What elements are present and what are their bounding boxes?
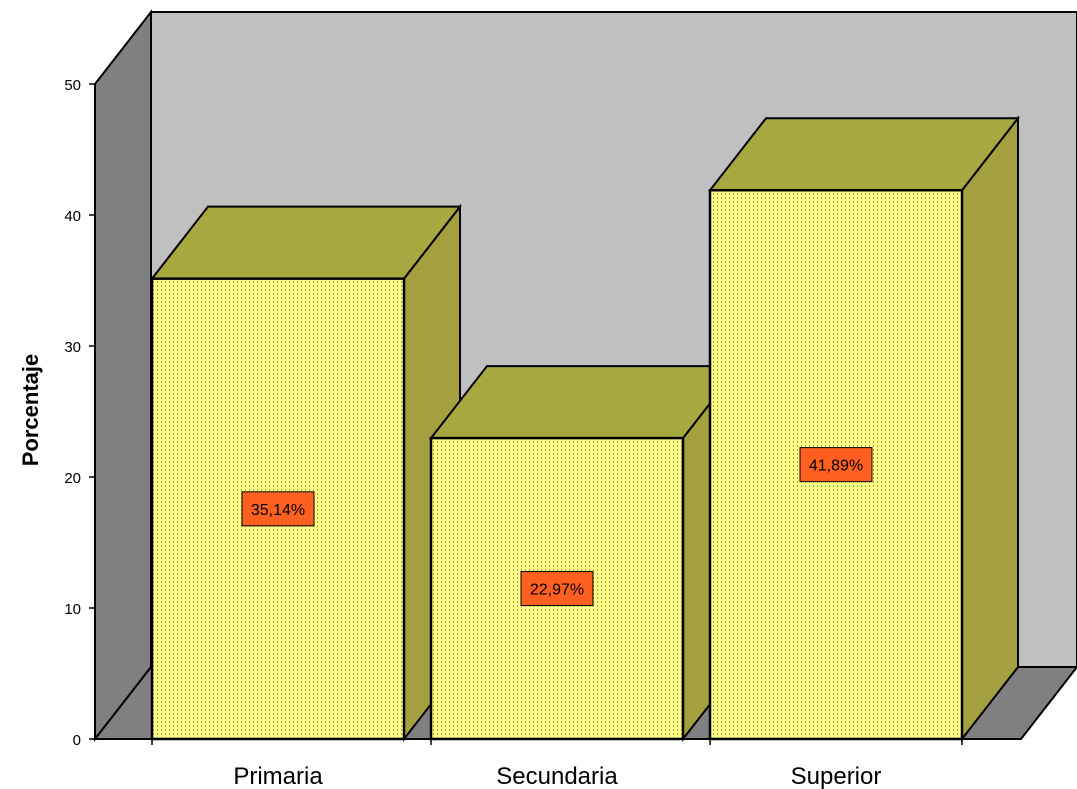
data-label-box — [799, 447, 873, 483]
x-tick-label: Primaria — [233, 763, 323, 789]
y-tick-label: 0 — [73, 732, 81, 749]
y-axis-title: Porcentaje — [18, 354, 43, 467]
y-tick-label: 20 — [64, 470, 81, 487]
data-label: 41,89% — [799, 447, 873, 483]
bar-secundaria: 22,97% — [428, 363, 742, 742]
side-wall — [94, 9, 152, 742]
x-tick-label: Secundaria — [496, 763, 618, 789]
y-tick-label: 10 — [64, 601, 81, 618]
data-label-text: 41,89% — [809, 458, 863, 475]
bar-superior: 41,89% — [707, 115, 1021, 742]
y-tick-label: 50 — [64, 77, 81, 94]
data-label: 35,14% — [241, 491, 315, 527]
bar-primaria: 35,14% — [149, 203, 463, 742]
y-axis-ticks: 0 10 20 30 40 50 — [64, 77, 95, 749]
bar-side-face — [961, 115, 1019, 742]
y-tick-label: 30 — [64, 339, 81, 356]
bars: 35,14% 22,97% 41,89% — [149, 115, 1021, 742]
data-label-text: 22,97% — [530, 582, 584, 599]
data-label-box — [520, 571, 594, 607]
x-tick-label: Superior — [791, 763, 882, 789]
data-label: 22,97% — [520, 571, 594, 607]
data-label-box — [241, 491, 315, 527]
y-tick-label: 40 — [64, 208, 81, 225]
x-axis-labels: Primaria Secundaria Superior — [151, 739, 963, 789]
data-label-text: 35,14% — [251, 502, 305, 519]
